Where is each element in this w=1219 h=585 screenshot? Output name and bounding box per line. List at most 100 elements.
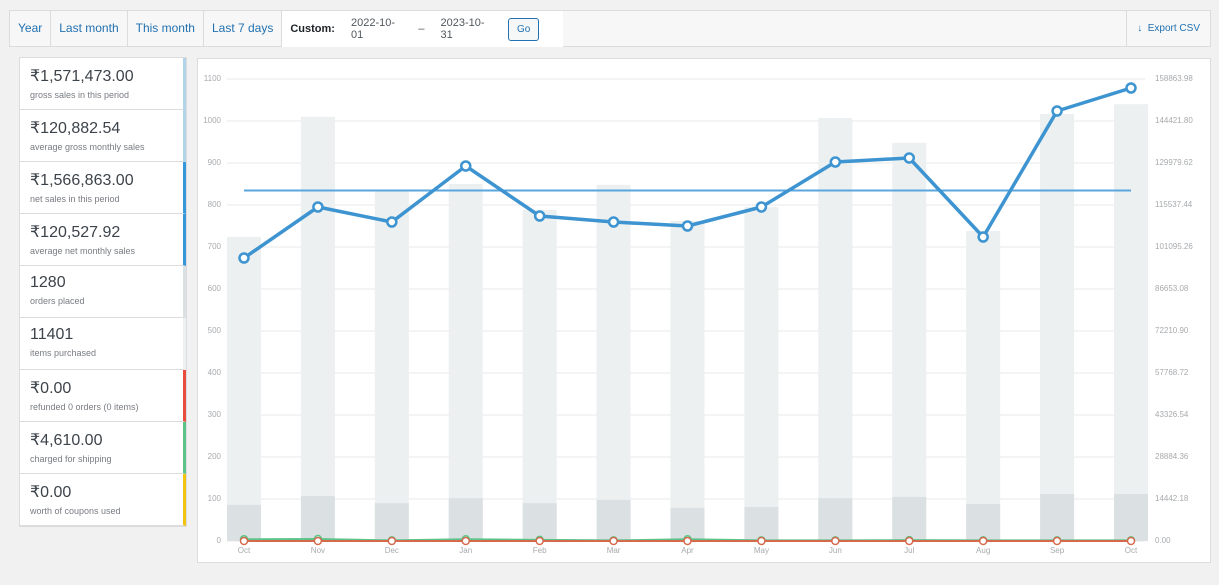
bar xyxy=(892,142,927,541)
bar xyxy=(300,116,335,542)
y2-tick-label: 72210.90 xyxy=(1155,326,1189,335)
y-tick-label: 700 xyxy=(208,242,222,251)
summary-value: ₹4,610.00 xyxy=(30,432,103,449)
line-marker xyxy=(977,231,989,243)
summary-item[interactable]: 1280 orders placed xyxy=(20,266,186,318)
tab[interactable]: Year xyxy=(10,11,52,46)
line-marker xyxy=(460,160,472,172)
x-tick-label: Apr xyxy=(681,546,694,555)
y-tick-label: 600 xyxy=(208,284,222,293)
y-tick-label: 1100 xyxy=(204,74,222,83)
summary-item[interactable]: ₹1,571,473.00 gross sales in this period xyxy=(20,58,186,110)
summary-item[interactable]: ₹4,610.00 charged for shipping xyxy=(20,422,186,474)
x-tick-label: Jun xyxy=(829,546,842,555)
line-marker xyxy=(1126,536,1136,546)
tab[interactable]: Last month xyxy=(51,11,128,46)
summary-label: average net monthly sales xyxy=(30,246,136,256)
y-tick-label: 500 xyxy=(208,326,222,335)
line-marker xyxy=(609,536,618,546)
bar xyxy=(596,499,631,541)
line-marker xyxy=(757,536,766,546)
export-label: Export CSV xyxy=(1147,23,1200,34)
tab[interactable]: Last 7 days xyxy=(204,11,283,46)
summary-value: 11401 xyxy=(30,326,74,343)
tabs: Year Last month This month Last 7 days Custo… xyxy=(10,11,1210,47)
export-csv[interactable]: ↓ Export CSV xyxy=(1126,11,1210,46)
summary-item[interactable]: ₹0.00 worth of coupons used xyxy=(20,474,186,526)
custom-range: Custom: 2022-10-01 – 2023-10-31 Go xyxy=(282,11,564,47)
bar xyxy=(300,496,335,541)
tab[interactable]: This month xyxy=(128,11,204,46)
x-tick-label: Jul xyxy=(904,546,914,555)
summary-item[interactable]: ₹0.00 refunded 0 orders (0 items) xyxy=(20,370,186,422)
line-marker xyxy=(1052,536,1062,546)
chart: 0 100 200 300 400 500 600 700 800 900 1000 1100 0.00… xyxy=(203,74,1193,555)
bar xyxy=(744,506,779,541)
bar xyxy=(448,184,483,541)
x-tick-label: Feb xyxy=(533,546,547,555)
y2-tick-label: 144421.80 xyxy=(1155,116,1193,125)
summary-item[interactable]: ₹120,882.54 average gross monthly sales xyxy=(20,110,186,162)
bar xyxy=(227,504,261,541)
custom-label: Custom: xyxy=(290,23,335,35)
y2-tick-label: 57768.72 xyxy=(1155,368,1189,377)
date-from[interactable]: 2022-10-01 xyxy=(350,17,396,41)
summary-item[interactable]: ₹1,566,863.00 net sales in this period xyxy=(20,162,186,214)
x-tick-label: Mar xyxy=(607,546,621,555)
date-separator: – xyxy=(418,23,425,35)
line-marker xyxy=(461,536,470,546)
y2-tick-label: 129979.62 xyxy=(1155,158,1193,167)
summary-value: 1280 xyxy=(30,274,66,291)
y2-tick-label: 43326.54 xyxy=(1155,410,1189,419)
line-marker xyxy=(831,536,840,546)
bar xyxy=(1114,493,1148,541)
summary-label: average gross monthly sales xyxy=(30,142,145,152)
bar xyxy=(596,184,631,541)
line-marker xyxy=(238,252,250,264)
summary-item[interactable]: ₹120,527.92 average net monthly sales xyxy=(20,214,186,266)
summary-value: ₹120,882.54 xyxy=(30,120,121,137)
y-tick-label: 300 xyxy=(208,410,222,419)
line-marker xyxy=(829,156,842,168)
summary-value: ₹120,527.92 xyxy=(30,224,121,241)
line-marker xyxy=(683,536,692,546)
y-tick-label: 100 xyxy=(208,494,222,503)
line-marker xyxy=(313,536,323,546)
y-tick-label: 200 xyxy=(208,452,222,461)
x-tick-label: Nov xyxy=(311,546,325,555)
line-marker xyxy=(1051,105,1063,117)
bar xyxy=(966,231,1001,542)
bar xyxy=(227,236,261,542)
line-marker xyxy=(387,536,397,546)
summary-label: items purchased xyxy=(30,348,97,358)
summary-label: refunded 0 orders (0 items) xyxy=(30,402,139,412)
bar xyxy=(966,504,1001,541)
x-tick-label: May xyxy=(754,546,769,555)
y2-tick-label: 28884.36 xyxy=(1155,452,1189,461)
summary-item[interactable]: 11401 items purchased xyxy=(20,318,186,370)
y-tick-label: 800 xyxy=(208,200,222,209)
summary-label: gross sales in this period xyxy=(30,90,130,100)
summary-label: orders placed xyxy=(30,296,85,306)
line-marker xyxy=(239,536,249,546)
line-marker xyxy=(681,220,694,232)
bar xyxy=(818,118,853,541)
chart-panel: 0 100 200 300 400 500 600 700 800 900 1000 1100 0.00… xyxy=(197,58,1211,563)
summary-value: ₹1,571,473.00 xyxy=(30,68,134,85)
bar xyxy=(892,496,927,541)
date-to[interactable]: 2023-10-31 xyxy=(440,17,485,41)
line-marker xyxy=(312,201,324,213)
x-tick-label: Oct xyxy=(1125,546,1138,555)
x-tick-label: Jan xyxy=(459,546,472,555)
bar xyxy=(1114,104,1148,541)
y2-tick-label: 0.00 xyxy=(1155,536,1171,545)
bar xyxy=(522,210,557,542)
y-tick-label: 1000 xyxy=(203,116,221,125)
y2-tick-label: 115537.44 xyxy=(1155,200,1193,209)
sidebar: ₹1,571,473.00 gross sales in this period ₹… xyxy=(19,57,187,527)
bar xyxy=(448,498,483,541)
bar xyxy=(818,498,853,541)
go-button[interactable]: Go xyxy=(508,17,540,41)
line-marker xyxy=(386,216,398,228)
